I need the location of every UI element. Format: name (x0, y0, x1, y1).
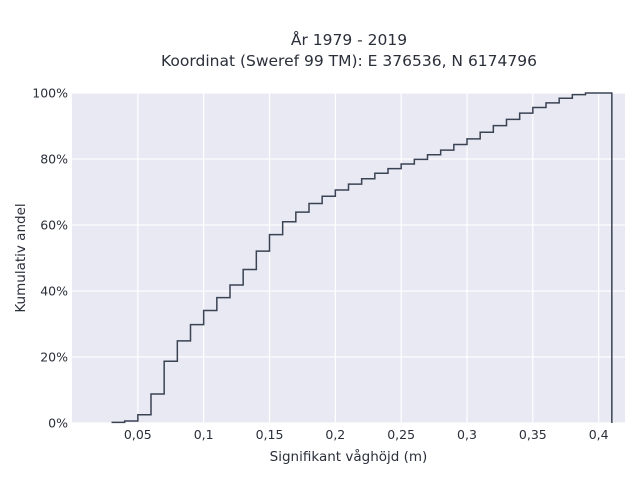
y-tick-label: 80% (40, 152, 68, 167)
x-tick-label: 0,3 (457, 427, 477, 442)
plot-area (72, 93, 625, 423)
x-tick-label: 0,05 (124, 427, 152, 442)
chart-title-period: År 1979 - 2019 (291, 30, 407, 49)
tick-labels: 0% 20% 40% 60% 80% 100% 0,05 0,1 0,15 0,2 0,25 0,3 0… (32, 86, 608, 443)
y-tick-label: 0% (48, 416, 68, 431)
y-tick-label: 40% (40, 284, 68, 299)
chart-title-coordinate: Koordinat (Sweref 99 TM): E 376536, N 61… (161, 52, 537, 70)
y-tick-label: 20% (40, 350, 68, 365)
cdf-step-line (111, 92, 613, 424)
grid-lines (72, 92, 625, 424)
x-axis-label: Signifikant våghöjd (m) (270, 448, 428, 465)
y-tick-label: 60% (40, 218, 68, 233)
x-tick-label: 0,35 (519, 427, 547, 442)
x-tick-label: 0,2 (325, 427, 345, 442)
x-tick-label: 0,4 (589, 427, 609, 442)
y-axis-label: Kumulativ andel (13, 203, 29, 312)
x-tick-label: 0,1 (194, 427, 214, 442)
x-tick-label: 0,15 (256, 427, 284, 442)
y-tick-label: 100% (32, 86, 68, 101)
x-tick-label: 0,25 (387, 427, 415, 442)
